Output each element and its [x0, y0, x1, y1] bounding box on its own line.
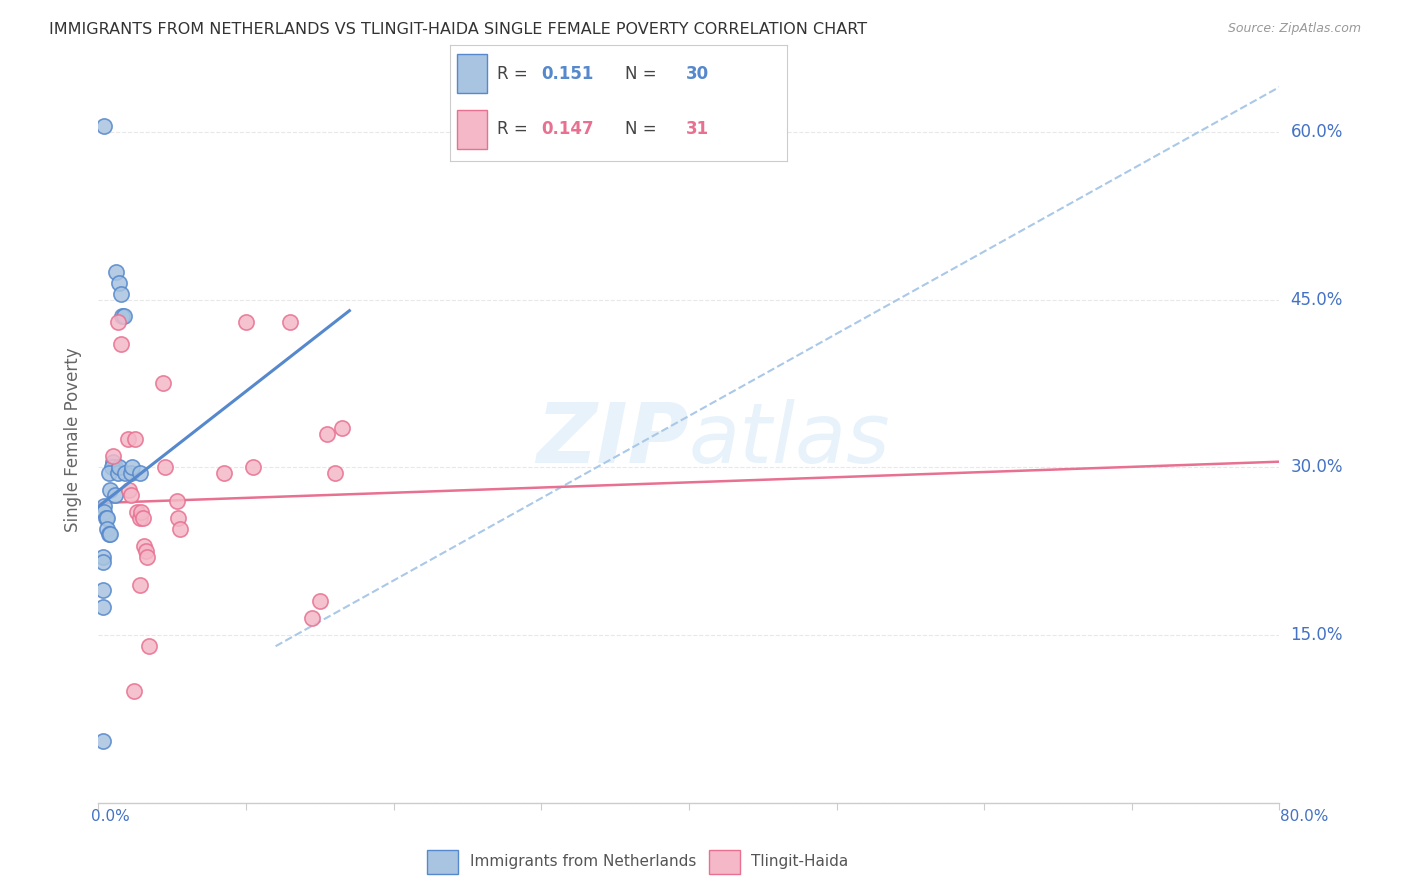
- Point: [104, 460, 127, 475]
- Point: [121, 460, 143, 475]
- Point: [128, 510, 150, 524]
- Text: 31: 31: [686, 120, 709, 138]
- Point: [138, 639, 160, 653]
- Point: [91, 600, 114, 615]
- Point: [129, 505, 152, 519]
- Text: atlas: atlas: [689, 399, 890, 480]
- Bar: [427, 850, 458, 873]
- Bar: [457, 110, 486, 149]
- Point: [120, 488, 142, 502]
- Point: [136, 549, 159, 564]
- Point: [301, 611, 323, 625]
- Point: [153, 460, 176, 475]
- Text: 60.0%: 60.0%: [1291, 123, 1343, 141]
- Point: [93, 505, 115, 519]
- Point: [135, 544, 157, 558]
- Point: [103, 449, 125, 463]
- Text: ZIP: ZIP: [536, 399, 689, 480]
- Point: [330, 421, 353, 435]
- Text: R =: R =: [498, 64, 533, 83]
- Point: [107, 315, 129, 329]
- Text: Source: ZipAtlas.com: Source: ZipAtlas.com: [1227, 22, 1361, 36]
- Point: [104, 488, 127, 502]
- Point: [103, 455, 125, 469]
- Point: [110, 287, 132, 301]
- Point: [323, 466, 346, 480]
- Bar: [457, 54, 486, 94]
- Point: [93, 500, 115, 514]
- Text: 30.0%: 30.0%: [1291, 458, 1343, 476]
- Point: [280, 315, 302, 329]
- Point: [125, 505, 148, 519]
- Text: IMMIGRANTS FROM NETHERLANDS VS TLINGIT-HAIDA SINGLE FEMALE POVERTY CORRELATION C: IMMIGRANTS FROM NETHERLANDS VS TLINGIT-H…: [49, 22, 868, 37]
- Text: Immigrants from Netherlands: Immigrants from Netherlands: [470, 855, 696, 869]
- Point: [100, 460, 122, 475]
- Point: [120, 466, 142, 480]
- Y-axis label: Single Female Poverty: Single Female Poverty: [65, 347, 83, 532]
- Point: [117, 432, 139, 446]
- Text: 0.151: 0.151: [541, 64, 593, 83]
- Point: [91, 583, 114, 598]
- Point: [118, 483, 141, 497]
- Point: [169, 522, 191, 536]
- Point: [166, 493, 188, 508]
- Point: [134, 539, 156, 553]
- Point: [107, 466, 129, 480]
- Point: [124, 432, 146, 446]
- Point: [152, 376, 174, 391]
- Point: [97, 527, 120, 541]
- Point: [96, 522, 118, 536]
- Text: R =: R =: [498, 120, 533, 138]
- Text: 0.147: 0.147: [541, 120, 593, 138]
- Text: N =: N =: [626, 64, 662, 83]
- Point: [167, 510, 190, 524]
- Point: [91, 734, 114, 748]
- Point: [128, 466, 150, 480]
- Point: [212, 466, 235, 480]
- Point: [132, 510, 155, 524]
- Point: [316, 426, 339, 441]
- Point: [98, 527, 121, 541]
- Point: [309, 594, 332, 608]
- Text: Tlingit-Haida: Tlingit-Haida: [751, 855, 848, 869]
- Text: 45.0%: 45.0%: [1291, 291, 1343, 309]
- Point: [97, 466, 120, 480]
- Text: N =: N =: [626, 120, 662, 138]
- Bar: [709, 850, 740, 873]
- Point: [108, 460, 131, 475]
- Point: [242, 460, 264, 475]
- Point: [105, 264, 128, 278]
- Text: 15.0%: 15.0%: [1291, 626, 1343, 644]
- Point: [108, 276, 131, 290]
- Point: [111, 310, 134, 324]
- Point: [93, 119, 115, 133]
- Point: [122, 684, 145, 698]
- Point: [91, 555, 114, 569]
- Text: 0.0%: 0.0%: [91, 809, 131, 823]
- Point: [128, 578, 150, 592]
- Point: [98, 483, 121, 497]
- Point: [96, 510, 118, 524]
- Point: [114, 466, 136, 480]
- Point: [112, 310, 135, 324]
- Text: 80.0%: 80.0%: [1281, 809, 1329, 823]
- Point: [110, 337, 132, 351]
- Text: 30: 30: [686, 64, 709, 83]
- Point: [91, 549, 114, 564]
- Point: [94, 510, 117, 524]
- Point: [235, 315, 257, 329]
